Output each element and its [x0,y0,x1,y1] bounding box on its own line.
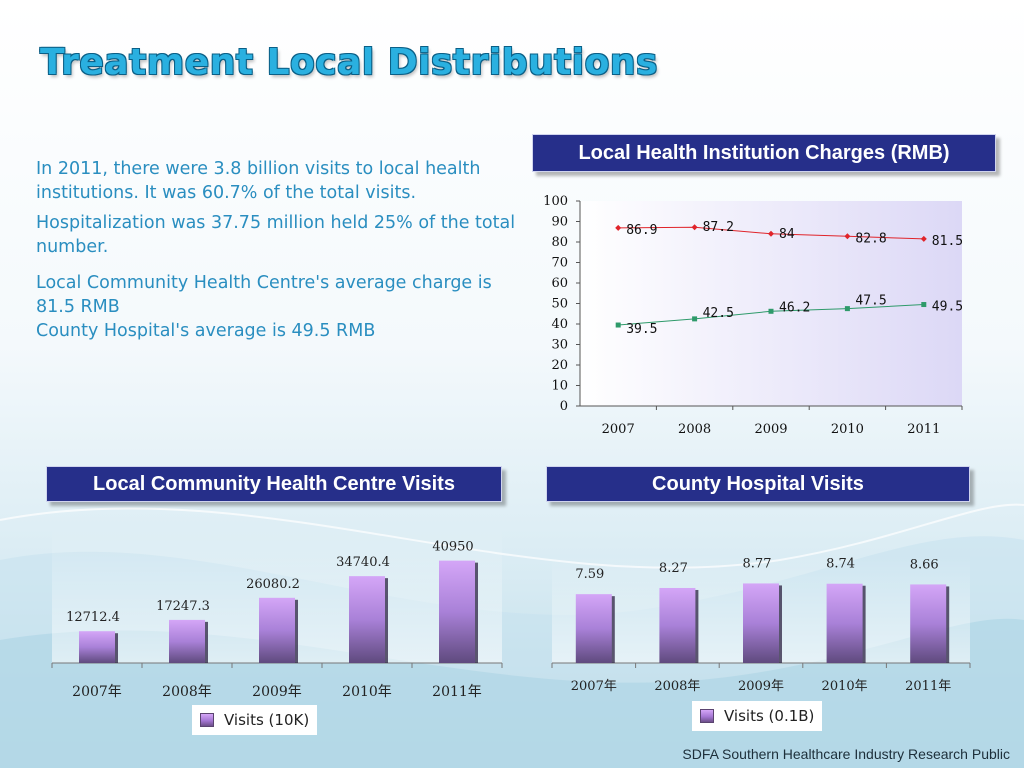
series-point-community [844,233,851,240]
community-visits-data-label: 40950 [432,540,473,555]
county-visits-data-label: 7.59 [575,567,604,582]
legend-swatch [700,709,714,723]
community-visits-bar [349,576,385,663]
line-x-tick-label: 2010 [831,422,864,437]
line-x-tick-label: 2007 [602,422,635,437]
community-visits-bar [259,597,295,663]
series-point-county [921,302,927,308]
series-data-label: 46.2 [779,300,810,315]
line-y-tick-label: 30 [551,338,568,353]
community-visits-bar [169,619,205,663]
community-visits-bar [79,631,115,663]
line-y-tick-label: 10 [551,379,568,394]
community-visits-category-label: 2008年 [162,684,212,700]
series-point-county [692,316,698,322]
series-point-county [844,306,850,312]
line-y-tick-label: 50 [551,297,568,312]
series-point-community [920,235,927,242]
line-y-tick-label: 20 [551,358,568,373]
county-legend-label: Visits (0.1B) [724,707,815,725]
community-visits-legend: Visits (10K) [192,705,318,735]
charges-chart-header: Local Health Institution Charges (RMB) [532,134,996,172]
county-visits-bar [826,583,863,663]
community-visits-data-label: 12712.4 [66,610,120,625]
county-visits-bar [910,584,947,663]
line-y-tick-label: 90 [551,215,568,230]
series-data-label: 86.9 [626,223,657,238]
community-visits-bar [439,560,475,663]
series-data-label: 49.5 [932,300,963,315]
line-y-tick-label: 60 [551,276,568,291]
county-visits-bar [575,594,612,663]
summary-hospitalization: Hospitalization was 37.75 million held 2… [36,213,516,257]
series-data-label: 82.8 [855,231,886,246]
series-point-community [768,230,774,237]
county-visits-data-label: 8.77 [743,556,772,571]
county-visits-category-label: 2009年 [738,679,784,694]
community-visits-data-label: 34740.4 [336,555,390,570]
community-visits-header: Local Community Health Centre Visits [46,466,502,502]
series-data-label: 39.5 [626,322,657,337]
line-y-tick-label: 80 [551,235,568,250]
county-visits-legend: Visits (0.1B) [692,701,823,731]
community-visits-data-label: 26080.2 [246,577,300,592]
line-y-tick-label: 70 [551,256,568,271]
community-visits-category-label: 2007年 [72,684,122,700]
series-data-label: 87.2 [703,220,734,235]
community-visits-category-label: 2009年 [252,684,302,700]
summary-county-charge: County Hospital's average is 49.5 RMB [36,321,376,341]
summary-visits: In 2011, there were 3.8 billion visits t… [36,159,481,203]
summary-community-charge: Local Community Health Centre's average … [36,273,492,317]
line-x-tick-label: 2011 [907,422,940,437]
county-visits-category-label: 2011年 [905,679,951,694]
community-visits-category-label: 2010年 [342,684,392,700]
summary-text: In 2011, there were 3.8 billion visits t… [36,157,516,343]
county-visits-bar [743,583,779,663]
legend-swatch [200,713,214,727]
slide-title: Treatment Local Distributions [40,42,658,83]
county-visits-category-label: 2007年 [571,679,617,694]
community-visits-category-label: 2011年 [432,684,482,700]
series-data-label: 47.5 [855,294,886,309]
county-visits-data-label: 8.27 [659,561,688,576]
county-visits-data-label: 8.66 [910,557,939,572]
county-visits-header: County Hospital Visits [546,466,970,502]
source-credit: SDFA Southern Healthcare Industry Resear… [682,746,1010,762]
line-x-tick-label: 2008 [678,422,711,437]
community-legend-label: Visits (10K) [224,711,310,729]
line-y-tick-label: 100 [543,194,568,209]
county-visits-bar [659,587,696,663]
line-y-tick-label: 40 [551,317,568,332]
county-visits-data-label: 8.74 [826,557,855,572]
line-x-tick-label: 2009 [754,422,787,437]
series-point-county [768,308,774,314]
line-y-tick-label: 0 [560,399,568,414]
county-visits-category-label: 2010年 [822,679,868,694]
series-point-county [615,322,621,328]
series-data-label: 42.5 [703,306,734,321]
series-point-community [615,224,622,231]
county-visits-category-label: 2008年 [654,679,700,694]
series-point-community [691,224,698,231]
community-visits-data-label: 17247.3 [156,599,210,614]
series-data-label: 81.5 [932,234,963,249]
series-data-label: 84 [779,227,795,242]
